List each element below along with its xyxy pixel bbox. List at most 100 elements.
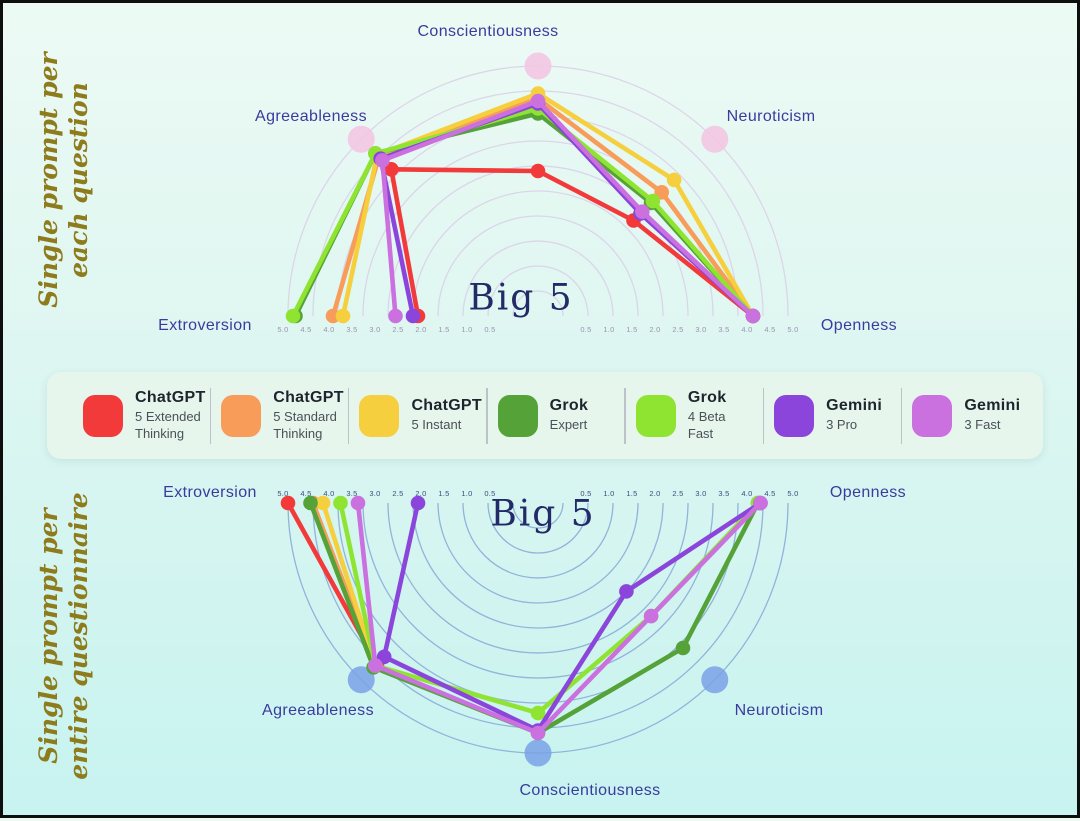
- grid-ring: [412, 502, 664, 629]
- series-point: [333, 495, 348, 511]
- chart1-axis-label-neuroticism: Neuroticism: [726, 108, 816, 125]
- scale-tick: 1.5: [438, 325, 449, 334]
- axis-end-marker: [701, 666, 729, 694]
- chart1-side-title-line2: each question: [64, 82, 93, 278]
- scale-tick: 3.5: [718, 325, 729, 334]
- legend-panel: ChatGPT 5 Extended Thinking ChatGPT 5 Stan…: [47, 372, 1043, 459]
- legend-swatch: [221, 394, 262, 437]
- scale-tick: 0.5: [484, 325, 495, 334]
- scale-tick: 5.0: [277, 489, 288, 498]
- legend-brand: Grok: [549, 397, 589, 415]
- scale-tick: 2.0: [649, 489, 660, 498]
- grid-ring: [312, 502, 764, 729]
- legend-variant: 4 Beta Fast: [687, 409, 726, 441]
- scale-tick: 3.5: [346, 325, 357, 334]
- grid-ring: [487, 265, 589, 317]
- scale-tick: 4.0: [323, 489, 334, 498]
- scale-tick: 1.0: [603, 325, 614, 334]
- grid-ring: [437, 502, 639, 604]
- chart2-center-label: Big 5: [490, 493, 596, 535]
- legend-variant: 3 Pro: [826, 417, 858, 433]
- legend-item: ChatGPT 5 Extended Thinking: [83, 389, 205, 442]
- scale-tick: 5.0: [787, 489, 798, 498]
- legend-item: ChatGPT 5 Standard Thinking: [221, 389, 343, 442]
- grid-ring: [512, 502, 564, 529]
- series-point: [388, 308, 403, 324]
- scale-tick: 4.0: [323, 325, 334, 334]
- legend-variant: Expert: [549, 417, 588, 433]
- legend-brand: Gemini: [964, 397, 1021, 415]
- charts-canvas: 5.0 5.0 4.5 4.5 4.0 4.0 3.5 3.5 3.0 3.0 2.5 2.5 2.0 2…: [277, 52, 798, 767]
- legend-brand: Gemini: [826, 397, 883, 415]
- chart2-axis-label-openness: Openness: [829, 484, 907, 501]
- chart2-axis-label-agreeableness: Agreeableness: [262, 702, 374, 719]
- series-point: [645, 193, 661, 209]
- chart2-side-title-line1: Single prompt per: [34, 508, 63, 764]
- legend-brand: ChatGPT: [135, 389, 206, 407]
- legend-divider: [347, 387, 350, 444]
- legend-swatch: [359, 394, 400, 437]
- legend-divider: [900, 387, 903, 444]
- chart2-side-title-line2: entire questionnaire: [64, 492, 93, 780]
- series-point: [335, 308, 351, 324]
- scale-tick: 5.0: [277, 325, 288, 334]
- scale-tick: 3.0: [369, 325, 380, 334]
- scale-tick: 5.0: [787, 325, 798, 334]
- series-point: [666, 172, 682, 188]
- scale-tick: 4.5: [300, 489, 311, 498]
- chart1-side-title: Single prompt per each question: [34, 52, 94, 307]
- series-point: [405, 308, 421, 324]
- axis-end-marker: [524, 52, 552, 80]
- axis-end-marker: [347, 666, 375, 694]
- radar-chart-per-question: 5.0 5.0 4.5 4.5 4.0 4.0 3.5 3.5 3.0 3.0 2.5 2.5 2.0 2…: [277, 52, 798, 334]
- series-line: [308, 500, 761, 736]
- scale-tick: 2.5: [672, 325, 683, 334]
- chart1-center-label: Big 5: [468, 277, 574, 319]
- scale-tick: 1.0: [461, 325, 472, 334]
- series-point: [745, 308, 761, 324]
- series-line: [320, 500, 378, 668]
- series-point: [303, 495, 318, 511]
- grid-ring: [362, 502, 714, 679]
- legend-variant: 5 Standard Thinking: [273, 409, 337, 441]
- legend-swatch: [774, 394, 815, 437]
- series-point: [280, 495, 296, 511]
- legend-swatch: [635, 394, 676, 437]
- grid-ring: [512, 290, 564, 317]
- series-point: [619, 584, 634, 599]
- scale-tick: 2.0: [415, 325, 426, 334]
- legend-item: Grok 4 Beta Fast: [635, 389, 753, 442]
- series-point: [285, 308, 301, 324]
- scale-tick: 1.5: [626, 325, 637, 334]
- chart2-side-title: Single prompt per entire questionnaire: [34, 492, 94, 779]
- series-point: [325, 308, 341, 324]
- series-point: [675, 640, 691, 656]
- scale-tick: 3.5: [346, 489, 357, 498]
- legend-divider: [624, 387, 626, 444]
- scale-tick: 0.5: [484, 489, 495, 498]
- series-point: [530, 725, 546, 741]
- chart1-axis-label-openness: Openness: [820, 317, 898, 334]
- series-point: [368, 658, 383, 673]
- chart1-axis-label-agreeableness: Agreeableness: [255, 108, 367, 125]
- scale-tick: 0.5: [580, 489, 591, 498]
- series-point: [530, 163, 546, 179]
- grid-ring: [437, 215, 639, 317]
- series-point: [643, 608, 659, 624]
- series-point: [350, 495, 366, 511]
- scale-tick: 0.5: [580, 325, 591, 334]
- legend-item: ChatGPT 5 Instant: [359, 394, 482, 437]
- scale-tick: 1.0: [603, 489, 614, 498]
- chart2-axis-label-extroversion: Extroversion: [163, 484, 257, 501]
- chart2-axis-label-neuroticism: Neuroticism: [734, 702, 824, 719]
- axis-end-marker: [701, 125, 729, 153]
- scale-tick: 3.5: [718, 489, 729, 498]
- scale-tick: 1.0: [461, 489, 472, 498]
- scale-tick: 4.0: [741, 325, 752, 334]
- series-point: [753, 495, 768, 511]
- chart1-axis-label-extroversion: Extroversion: [158, 317, 252, 334]
- scale-tick: 2.5: [672, 489, 683, 498]
- scale-tick: 3.0: [695, 489, 706, 498]
- scale-tick: 4.5: [764, 489, 775, 498]
- scale-tick: 2.5: [392, 489, 403, 498]
